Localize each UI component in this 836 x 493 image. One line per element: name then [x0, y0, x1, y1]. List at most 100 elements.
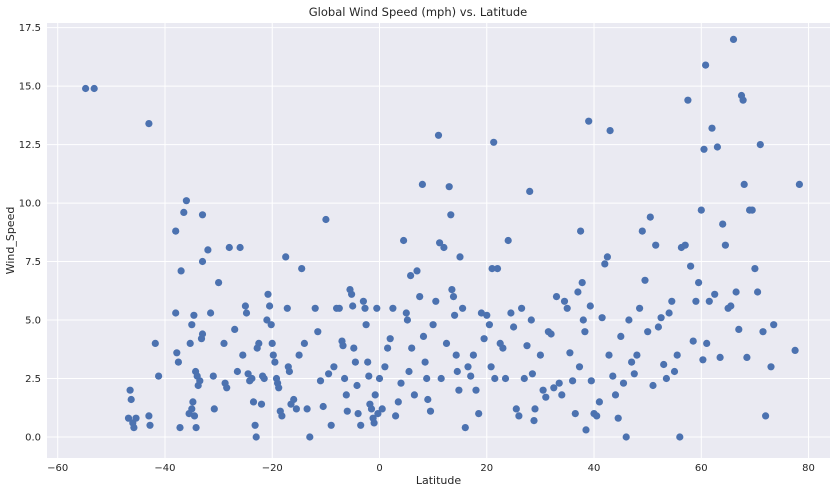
data-point [727, 302, 735, 310]
data-point [676, 433, 684, 441]
data-point [729, 35, 738, 44]
data-point [743, 353, 751, 361]
data-point [362, 321, 370, 329]
data-point [689, 337, 697, 345]
data-point [770, 321, 778, 329]
data-point [633, 351, 641, 359]
data-point [578, 279, 586, 287]
data-point [469, 351, 477, 359]
data-point [357, 421, 365, 429]
data-point [413, 267, 421, 275]
data-point [575, 363, 584, 371]
data-point [595, 398, 604, 406]
data-point [448, 286, 456, 294]
data-point [251, 421, 259, 429]
x-tick-label: −40 [154, 463, 175, 474]
data-point [359, 297, 367, 305]
data-point [585, 117, 593, 125]
data-point [335, 304, 343, 312]
data-point [263, 316, 271, 324]
data-point [177, 267, 185, 275]
data-point [426, 407, 435, 415]
data-point [437, 374, 445, 383]
data-point [418, 180, 426, 188]
data-point [173, 349, 181, 357]
y-tick-label: 10.0 [19, 199, 41, 210]
data-point [198, 257, 207, 266]
data-point [695, 279, 703, 287]
data-point [174, 358, 182, 366]
data-point [389, 304, 397, 312]
data-point [499, 344, 507, 352]
data-point [692, 297, 700, 305]
data-point [266, 302, 274, 310]
x-tick-label: 60 [695, 463, 708, 474]
data-point [566, 349, 574, 357]
data-point [378, 405, 386, 413]
data-point [665, 309, 673, 317]
data-point [392, 412, 400, 420]
data-point [353, 381, 361, 390]
data-point [563, 304, 571, 312]
data-point [172, 227, 180, 235]
data-point [461, 424, 469, 432]
data-point [611, 391, 620, 399]
data-point [350, 344, 358, 352]
data-point [316, 377, 325, 385]
data-point [269, 351, 277, 359]
data-point [649, 381, 657, 390]
data-point [480, 335, 488, 343]
data-point [257, 400, 266, 408]
y-tick-label: 12.5 [19, 140, 41, 151]
data-point [408, 344, 416, 352]
data-point [290, 395, 298, 404]
data-point [530, 417, 538, 425]
data-point [654, 323, 663, 331]
data-point [791, 346, 799, 354]
data-point [349, 302, 357, 310]
data-point [684, 96, 692, 104]
data-point [190, 311, 198, 319]
data-point [552, 293, 561, 301]
data-point [192, 424, 200, 432]
data-point [124, 414, 133, 422]
x-tick-label: 0 [376, 463, 382, 474]
data-point [283, 304, 291, 312]
data-point [668, 297, 676, 305]
data-point [593, 412, 601, 420]
data-point [644, 328, 652, 336]
data-point [292, 405, 300, 413]
data-point [748, 206, 756, 214]
data-point [767, 363, 775, 371]
data-point [295, 351, 303, 359]
data-point [577, 227, 585, 235]
data-point [490, 138, 498, 146]
x-tick-label: −20 [262, 463, 283, 474]
data-point [348, 290, 356, 298]
data-point [231, 325, 239, 333]
data-point [330, 363, 338, 371]
data-point [373, 304, 381, 312]
data-point [605, 351, 613, 359]
data-point [361, 304, 369, 312]
data-point [547, 330, 555, 338]
data-point [705, 297, 713, 305]
data-point [314, 328, 322, 336]
data-point [464, 363, 472, 371]
data-point [429, 321, 437, 329]
data-point [673, 351, 681, 359]
data-point [400, 236, 408, 245]
data-point [700, 145, 708, 153]
data-point [196, 377, 204, 385]
data-point [759, 328, 767, 336]
data-point [528, 370, 537, 378]
y-axis-label: Wind_Speed [4, 207, 17, 275]
data-point [536, 351, 545, 359]
data-point [223, 384, 231, 392]
data-point [703, 339, 711, 347]
data-point [622, 433, 630, 441]
data-point [351, 358, 359, 366]
data-point [488, 265, 496, 273]
data-point [255, 339, 263, 347]
data-point [456, 253, 464, 261]
